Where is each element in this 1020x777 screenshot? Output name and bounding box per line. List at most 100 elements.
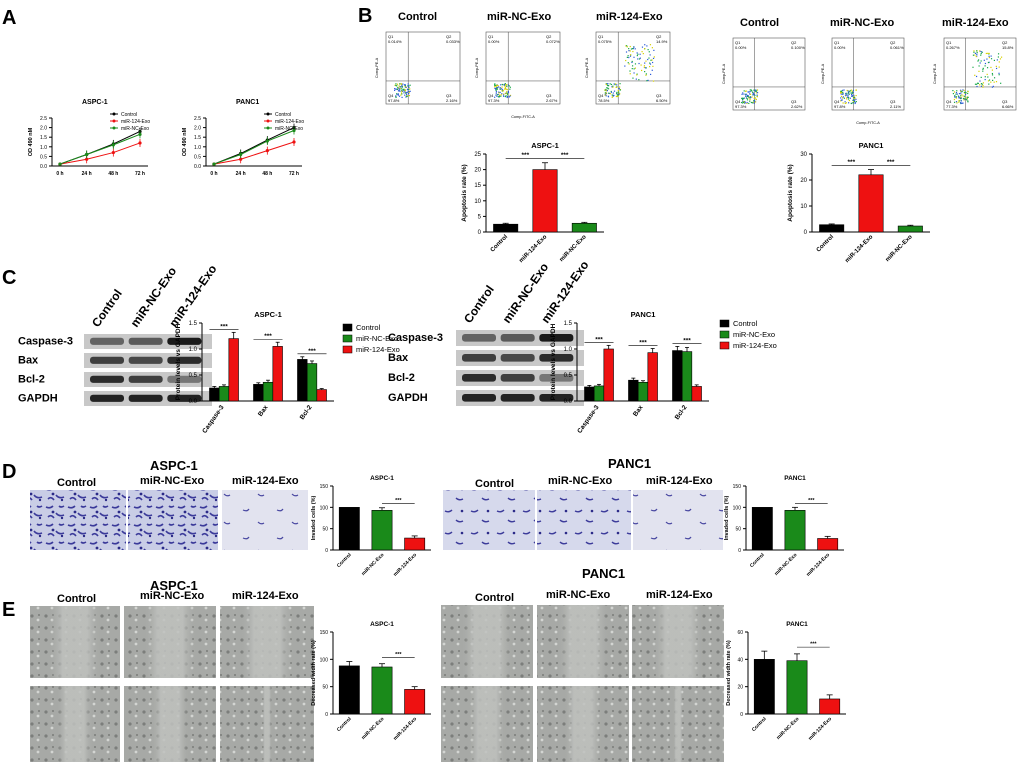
x-tick-label: miR-124-Exo bbox=[844, 234, 874, 264]
event-dot bbox=[644, 71, 646, 73]
event-dot bbox=[976, 85, 978, 88]
blot-band bbox=[167, 375, 202, 383]
event-dot bbox=[958, 101, 960, 103]
event-dot bbox=[852, 100, 855, 102]
bar bbox=[253, 384, 264, 402]
event-dot bbox=[616, 92, 618, 94]
event-dot bbox=[977, 60, 979, 62]
event-dot bbox=[840, 100, 842, 102]
event-dot bbox=[962, 97, 965, 100]
event-dot bbox=[496, 95, 498, 97]
event-dot bbox=[748, 102, 750, 105]
event-dot bbox=[852, 91, 854, 93]
event-dot bbox=[991, 74, 994, 76]
event-dot bbox=[845, 92, 847, 95]
event-dot bbox=[504, 83, 506, 85]
blot-band bbox=[462, 334, 496, 342]
event-dot bbox=[998, 61, 1000, 63]
quadrant-q4-value: 97.8% bbox=[834, 104, 846, 109]
event-dot bbox=[636, 52, 638, 54]
event-dot bbox=[991, 72, 994, 75]
y-tick-label: 1.0 bbox=[189, 347, 198, 353]
bar bbox=[897, 225, 923, 233]
event-dot bbox=[990, 66, 992, 69]
bar bbox=[228, 338, 239, 402]
event-dot bbox=[626, 56, 628, 58]
event-dot bbox=[397, 94, 399, 96]
event-dot bbox=[960, 91, 962, 93]
event-dot bbox=[504, 87, 506, 90]
event-dot bbox=[998, 66, 1000, 68]
wound-gap bbox=[564, 686, 602, 762]
event-dot bbox=[495, 92, 497, 94]
event-dot bbox=[743, 90, 745, 92]
event-dot bbox=[988, 83, 990, 85]
col-header-nc: miR-NC-Exo bbox=[548, 475, 612, 487]
x-tick-label: Bcl-2 bbox=[674, 404, 689, 421]
event-dot bbox=[749, 97, 751, 99]
bar bbox=[751, 507, 773, 551]
event-dot bbox=[963, 95, 966, 97]
event-dot bbox=[639, 53, 641, 55]
event-dot bbox=[753, 97, 755, 99]
y-tick-label: 50 bbox=[322, 527, 328, 533]
event-dot bbox=[980, 52, 982, 55]
event-dot bbox=[953, 98, 956, 101]
blot-row-label: Caspase-3 bbox=[18, 335, 73, 347]
event-dot bbox=[641, 51, 643, 53]
event-dot bbox=[504, 87, 506, 89]
event-dot bbox=[501, 89, 504, 91]
event-dot bbox=[395, 83, 397, 85]
event-dot bbox=[396, 85, 398, 87]
quadrant-q2-label: Q2 bbox=[890, 40, 896, 45]
event-dot bbox=[746, 102, 748, 105]
event-dot bbox=[605, 83, 607, 85]
event-dot bbox=[505, 84, 507, 86]
event-dot bbox=[960, 90, 962, 92]
event-dot bbox=[500, 95, 502, 97]
plot-frame bbox=[595, 31, 671, 105]
event-dot bbox=[988, 52, 990, 55]
event-dot bbox=[954, 96, 956, 98]
event-dot bbox=[504, 88, 506, 90]
event-dot bbox=[851, 93, 853, 96]
blot-band bbox=[500, 374, 535, 382]
wound-image bbox=[537, 686, 629, 762]
significance-mark: *** bbox=[264, 333, 272, 340]
flow-header-nc: miR-NC-Exo bbox=[487, 11, 551, 23]
event-dot bbox=[401, 93, 403, 95]
event-dot bbox=[750, 101, 752, 104]
event-dot bbox=[407, 83, 409, 85]
event-dot bbox=[394, 84, 396, 86]
event-dot bbox=[626, 46, 628, 48]
event-dot bbox=[753, 89, 755, 91]
event-dot bbox=[842, 102, 844, 104]
event-dot bbox=[967, 90, 969, 93]
event-dot bbox=[847, 96, 850, 99]
blot-band bbox=[462, 354, 496, 362]
event-dot bbox=[396, 83, 399, 85]
event-dot bbox=[849, 97, 851, 99]
y-tick-label: 0.5 bbox=[194, 154, 201, 160]
event-dot bbox=[617, 90, 619, 92]
event-dot bbox=[509, 94, 512, 97]
x-tick-label: 72 h bbox=[289, 171, 299, 177]
data-point bbox=[212, 162, 216, 166]
event-dot bbox=[848, 102, 850, 104]
x-tick-label: 48 h bbox=[108, 171, 118, 177]
wound-gap bbox=[468, 686, 506, 762]
event-dot bbox=[649, 66, 651, 68]
wound-gap bbox=[673, 686, 683, 762]
event-dot bbox=[952, 92, 955, 95]
wound-title-aspc1: ASPC-1 bbox=[150, 578, 198, 593]
event-dot bbox=[618, 92, 620, 94]
quadrant-q1-label: Q1 bbox=[946, 40, 952, 45]
event-dot bbox=[979, 84, 981, 86]
event-dot bbox=[756, 94, 758, 96]
event-dot bbox=[640, 64, 642, 66]
event-dot bbox=[976, 83, 978, 85]
event-dot bbox=[651, 59, 653, 61]
event-dot bbox=[500, 84, 502, 86]
event-dot bbox=[752, 101, 754, 103]
